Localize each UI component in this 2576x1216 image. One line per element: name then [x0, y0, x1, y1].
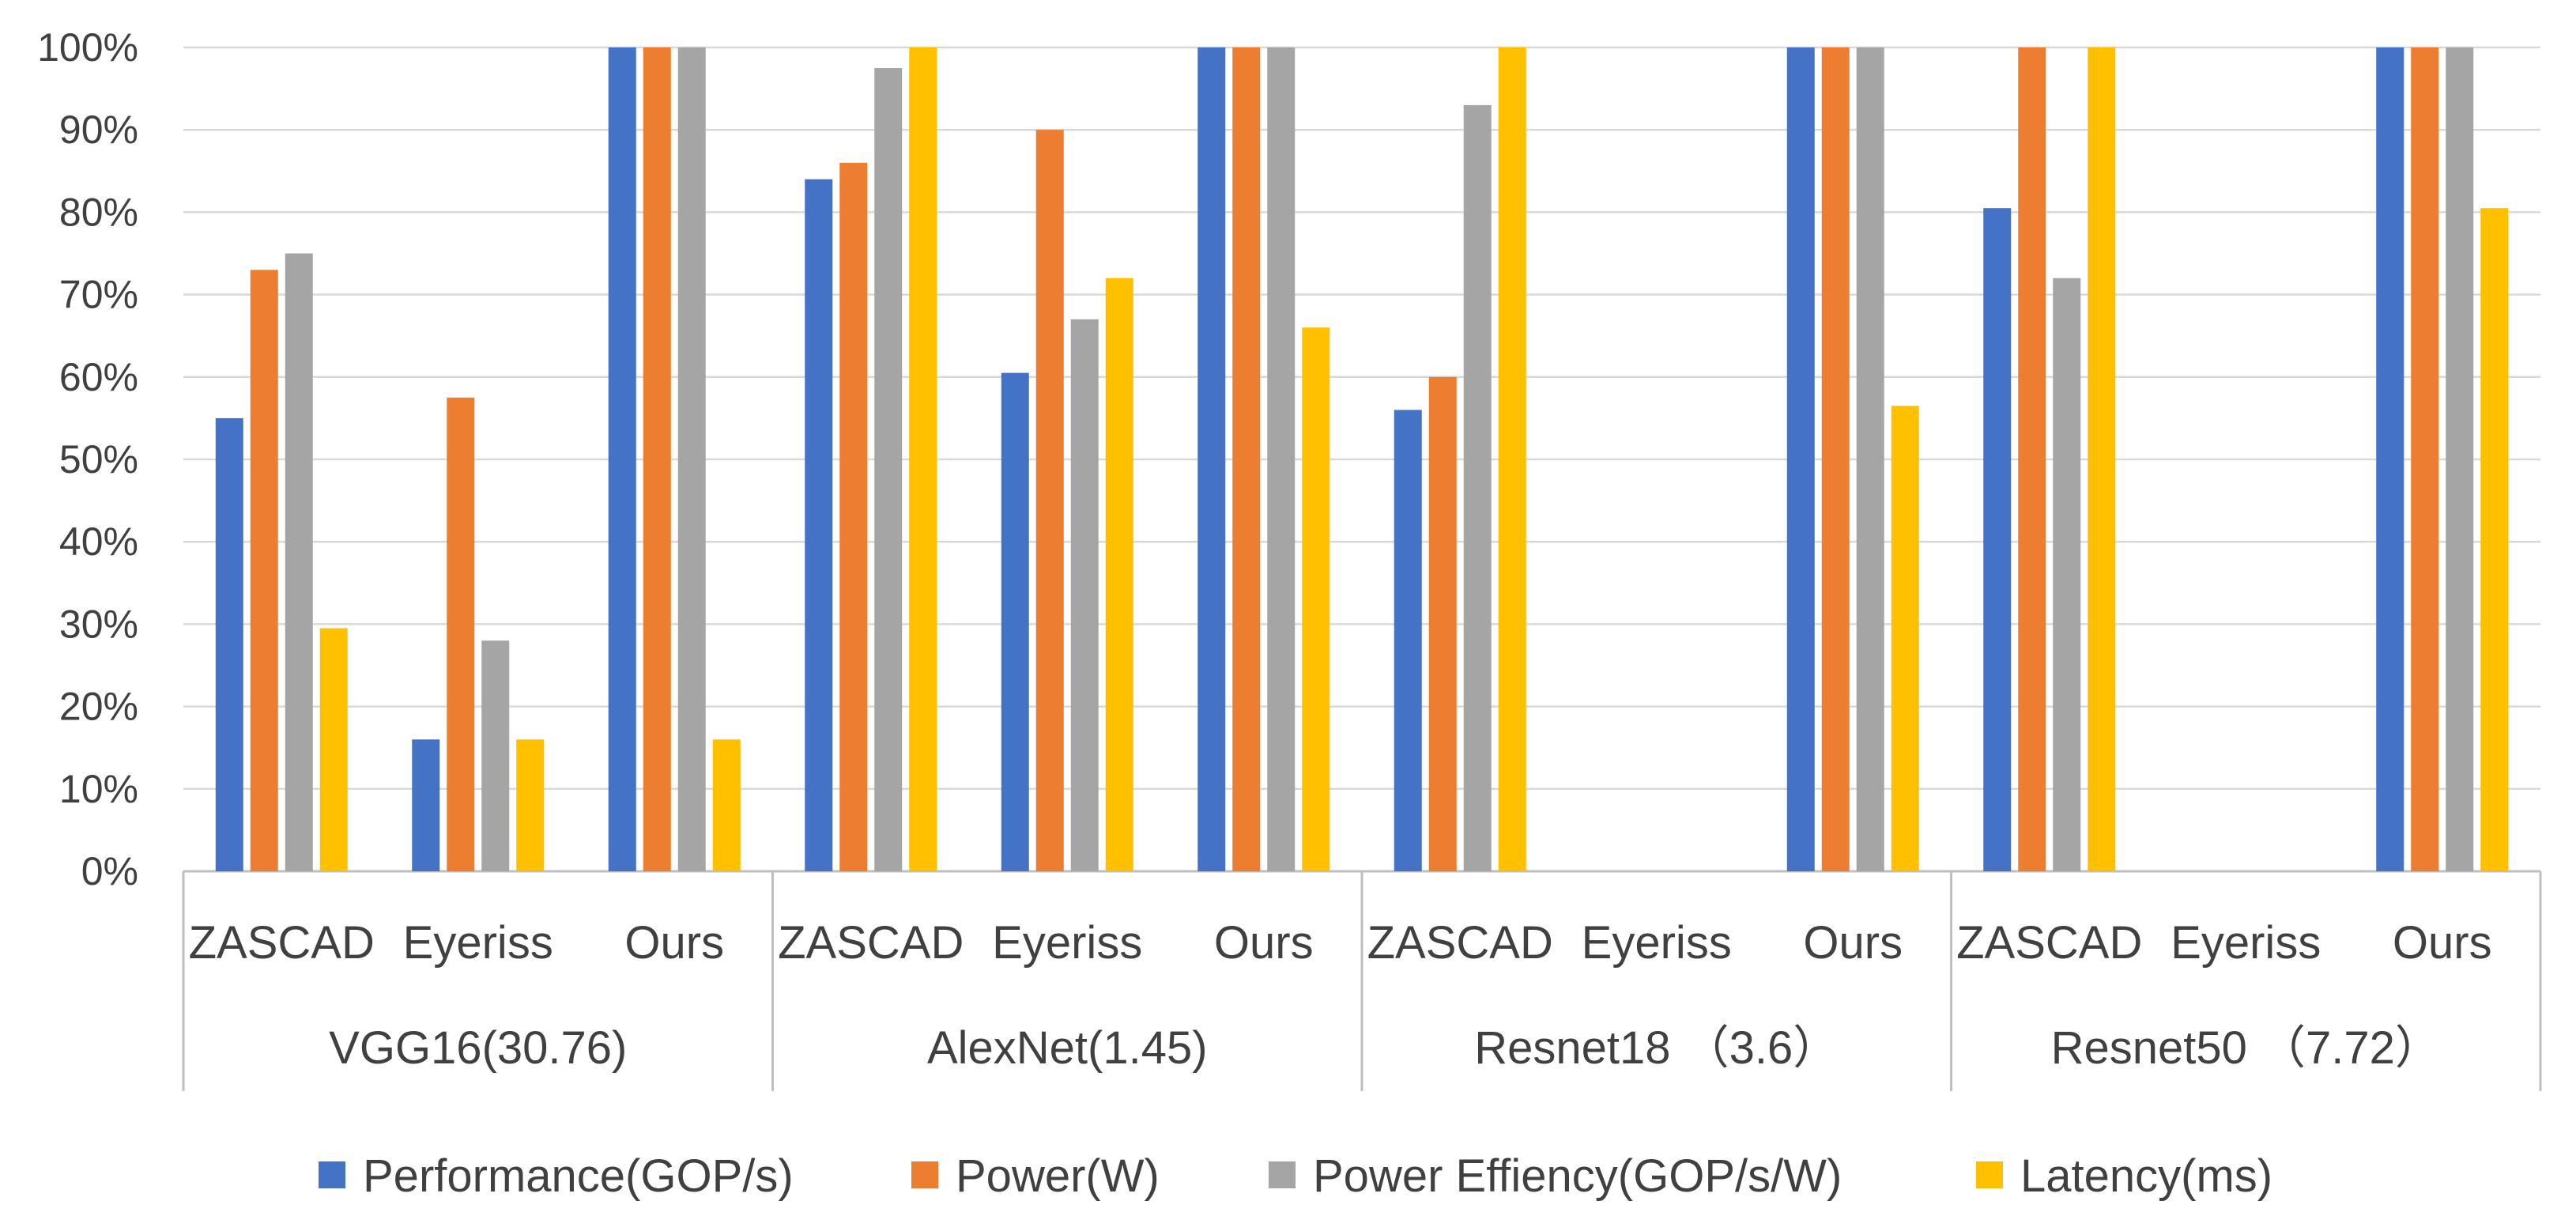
y-tick-label: 30% — [59, 602, 138, 646]
bar — [1105, 278, 1133, 871]
x-subcategory-label: Eyeriss — [2171, 917, 2321, 969]
bar — [250, 270, 278, 872]
legend-label: Latency(ms) — [2020, 1150, 2272, 1202]
x-subcategory-label: ZASCAD — [1367, 917, 1553, 969]
bar — [1267, 47, 1296, 871]
bar — [1070, 319, 1099, 871]
x-subcategory-label: Ours — [1803, 917, 1903, 969]
bar — [2411, 47, 2439, 871]
x-group-label: VGG16(30.76) — [329, 1022, 627, 1074]
legend: Performance(GOP/s) Power(W) Power Effiency… — [319, 1150, 2272, 1202]
x-subcategory-label: Ours — [624, 917, 724, 969]
bar — [1001, 372, 1029, 872]
bar — [1463, 104, 1492, 871]
bar — [712, 739, 741, 871]
bar — [481, 640, 510, 871]
y-tick-label: 20% — [59, 685, 138, 729]
y-tick-label: 90% — [59, 108, 138, 152]
x-subcategory-label: ZASCAD — [1956, 917, 2142, 969]
bar — [1197, 47, 1226, 871]
y-tick-label: 40% — [59, 519, 138, 564]
x-subcategory-label: Ours — [1214, 917, 1314, 969]
y-tick-label: 80% — [59, 190, 138, 234]
x-axis: ZASCAD Eyeriss Ours VGG16(30.76) ZASCAD Eyeri… — [182, 871, 2542, 1091]
bar — [447, 397, 475, 872]
bar — [2446, 47, 2474, 871]
x-subcategory-label: Eyeriss — [403, 917, 553, 969]
bar — [1498, 47, 1526, 871]
x-subcategory-label: ZASCAD — [778, 917, 964, 969]
x-group-label: Resnet18 （3.6） — [1474, 1022, 1839, 1074]
bar — [2480, 208, 2509, 871]
bar — [1394, 410, 1422, 871]
x-group-label: AlexNet(1.45) — [927, 1022, 1208, 1074]
bar — [1428, 376, 1457, 871]
legend-label: Power(W) — [956, 1150, 1160, 1202]
legend-swatch — [319, 1161, 345, 1188]
bar — [319, 628, 348, 871]
x-group-label: Resnet50 （7.72） — [2051, 1022, 2441, 1074]
bar — [805, 179, 833, 872]
legend-swatch — [911, 1161, 938, 1188]
bar — [412, 739, 440, 871]
bar — [1302, 327, 1330, 871]
y-tick-label: 60% — [59, 355, 138, 399]
y-tick-label: 10% — [59, 767, 138, 811]
legend-label: Power Effiency(GOP/s/W) — [1313, 1150, 1842, 1202]
y-tick-label: 100% — [37, 25, 138, 70]
bar — [839, 162, 868, 871]
bar — [2018, 47, 2046, 871]
y-tick-label: 50% — [59, 437, 138, 481]
grid-lines — [183, 46, 2540, 873]
legend-label: Performance(GOP/s) — [363, 1150, 794, 1202]
x-subcategory-label: Eyeriss — [992, 917, 1142, 969]
bar — [1035, 130, 1064, 871]
bar — [1232, 47, 1261, 871]
bar — [1891, 406, 1919, 871]
x-subcategory-label: ZASCAD — [189, 917, 375, 969]
y-tick-label: 0% — [81, 849, 138, 893]
bar — [2376, 47, 2404, 871]
legend-swatch — [1269, 1161, 1296, 1188]
bar — [1821, 47, 1850, 871]
x-subcategory-label: Eyeriss — [1582, 917, 1732, 969]
bar — [215, 417, 243, 871]
bar — [2088, 47, 2116, 871]
y-tick-label: 70% — [59, 273, 138, 317]
bar — [874, 68, 903, 872]
bar — [909, 47, 937, 871]
x-subcategory-label: Ours — [2393, 917, 2492, 969]
bar — [677, 47, 706, 871]
bar — [608, 47, 636, 871]
bar — [285, 253, 313, 871]
bar — [643, 47, 671, 871]
bar — [1983, 208, 2012, 871]
bar — [516, 739, 545, 871]
legend-swatch — [1976, 1161, 2003, 1188]
bar — [2053, 278, 2081, 871]
bar — [1856, 47, 1884, 871]
bar — [1786, 47, 1815, 871]
bars — [215, 47, 2509, 872]
y-axis-ticks: 0% 10% 20% 30% 40% 50% 60% 70% 80% 90% 100% — [37, 25, 138, 893]
